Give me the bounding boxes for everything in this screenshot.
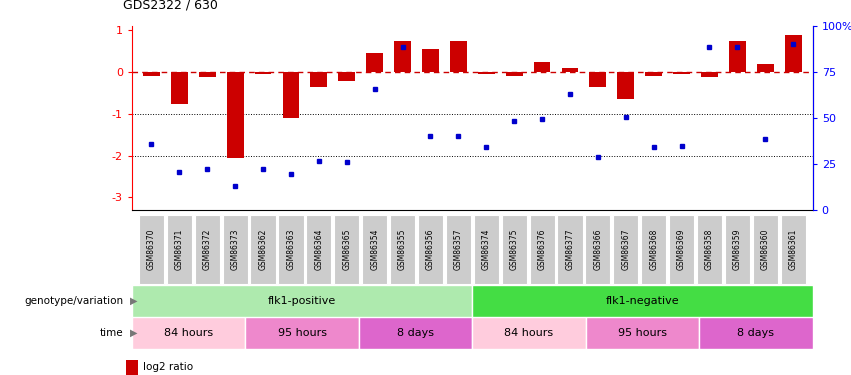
- Text: GSM86371: GSM86371: [174, 229, 184, 270]
- Text: 84 hours: 84 hours: [164, 328, 214, 338]
- FancyBboxPatch shape: [669, 215, 694, 284]
- FancyBboxPatch shape: [700, 317, 813, 349]
- Bar: [617, 72, 634, 99]
- Bar: [729, 41, 745, 72]
- Bar: [199, 72, 215, 77]
- Text: ▶: ▶: [130, 296, 138, 306]
- Text: GSM86368: GSM86368: [649, 229, 658, 270]
- Text: log2 ratio: log2 ratio: [142, 362, 192, 372]
- FancyBboxPatch shape: [132, 285, 472, 317]
- Text: ▶: ▶: [130, 328, 138, 338]
- FancyBboxPatch shape: [472, 317, 585, 349]
- FancyBboxPatch shape: [306, 215, 331, 284]
- FancyBboxPatch shape: [390, 215, 415, 284]
- Bar: [757, 64, 774, 72]
- Text: GSM86358: GSM86358: [705, 229, 714, 270]
- Text: GSM86373: GSM86373: [231, 229, 240, 270]
- Bar: [673, 72, 690, 74]
- Bar: [143, 72, 160, 75]
- Bar: [450, 41, 466, 72]
- Text: 8 days: 8 days: [738, 328, 774, 338]
- FancyBboxPatch shape: [250, 215, 276, 284]
- Bar: [394, 41, 411, 72]
- FancyBboxPatch shape: [557, 215, 583, 284]
- FancyBboxPatch shape: [334, 215, 359, 284]
- Text: GSM86375: GSM86375: [510, 229, 518, 270]
- Bar: [645, 72, 662, 75]
- Text: GSM86361: GSM86361: [789, 229, 797, 270]
- Bar: [171, 72, 188, 104]
- FancyBboxPatch shape: [362, 215, 387, 284]
- Text: GSM86359: GSM86359: [733, 229, 742, 270]
- Text: GSM86363: GSM86363: [287, 229, 295, 270]
- Text: flk1-negative: flk1-negative: [606, 296, 679, 306]
- Bar: [785, 34, 802, 72]
- Bar: [590, 72, 606, 87]
- Text: time: time: [100, 328, 123, 338]
- Text: GSM86356: GSM86356: [426, 229, 435, 270]
- Text: GSM86370: GSM86370: [147, 229, 156, 270]
- FancyBboxPatch shape: [223, 215, 248, 284]
- FancyBboxPatch shape: [529, 215, 555, 284]
- FancyBboxPatch shape: [278, 215, 304, 284]
- Text: GSM86376: GSM86376: [538, 229, 546, 270]
- Text: GSM86374: GSM86374: [482, 229, 491, 270]
- Bar: [562, 68, 579, 72]
- Text: flk1-positive: flk1-positive: [268, 296, 336, 306]
- FancyBboxPatch shape: [641, 215, 666, 284]
- Text: 8 days: 8 days: [397, 328, 434, 338]
- Text: GSM86364: GSM86364: [314, 229, 323, 270]
- Bar: [126, 360, 138, 375]
- Text: GDS2322 / 630: GDS2322 / 630: [123, 0, 218, 11]
- Text: GSM86369: GSM86369: [677, 229, 686, 270]
- Bar: [254, 72, 271, 74]
- FancyBboxPatch shape: [139, 215, 164, 284]
- Text: GSM86360: GSM86360: [761, 229, 770, 270]
- FancyBboxPatch shape: [753, 215, 778, 284]
- Text: GSM86365: GSM86365: [342, 229, 351, 270]
- Bar: [505, 72, 523, 75]
- Bar: [311, 72, 328, 87]
- FancyBboxPatch shape: [472, 285, 813, 317]
- FancyBboxPatch shape: [359, 317, 472, 349]
- Bar: [422, 49, 439, 72]
- FancyBboxPatch shape: [195, 215, 220, 284]
- FancyBboxPatch shape: [780, 215, 806, 284]
- Text: GSM86354: GSM86354: [370, 229, 380, 270]
- Text: 84 hours: 84 hours: [505, 328, 554, 338]
- Bar: [534, 62, 551, 72]
- FancyBboxPatch shape: [725, 215, 750, 284]
- FancyBboxPatch shape: [418, 215, 443, 284]
- FancyBboxPatch shape: [585, 215, 610, 284]
- Bar: [701, 72, 718, 77]
- Text: 95 hours: 95 hours: [277, 328, 327, 338]
- Text: GSM86357: GSM86357: [454, 229, 463, 270]
- FancyBboxPatch shape: [585, 317, 700, 349]
- Text: GSM86362: GSM86362: [259, 229, 267, 270]
- FancyBboxPatch shape: [614, 215, 638, 284]
- Bar: [226, 72, 243, 158]
- Text: genotype/variation: genotype/variation: [25, 296, 123, 306]
- Text: GSM86377: GSM86377: [565, 229, 574, 270]
- Text: GSM86355: GSM86355: [398, 229, 407, 270]
- FancyBboxPatch shape: [697, 215, 722, 284]
- Text: GSM86367: GSM86367: [621, 229, 631, 270]
- FancyBboxPatch shape: [446, 215, 471, 284]
- Text: GSM86366: GSM86366: [593, 229, 603, 270]
- FancyBboxPatch shape: [474, 215, 499, 284]
- Text: GSM86372: GSM86372: [203, 229, 212, 270]
- FancyBboxPatch shape: [132, 317, 245, 349]
- FancyBboxPatch shape: [167, 215, 191, 284]
- Text: 95 hours: 95 hours: [618, 328, 667, 338]
- FancyBboxPatch shape: [501, 215, 527, 284]
- Bar: [339, 72, 355, 81]
- Bar: [283, 72, 300, 118]
- Bar: [366, 53, 383, 72]
- Bar: [478, 72, 494, 74]
- FancyBboxPatch shape: [245, 317, 359, 349]
